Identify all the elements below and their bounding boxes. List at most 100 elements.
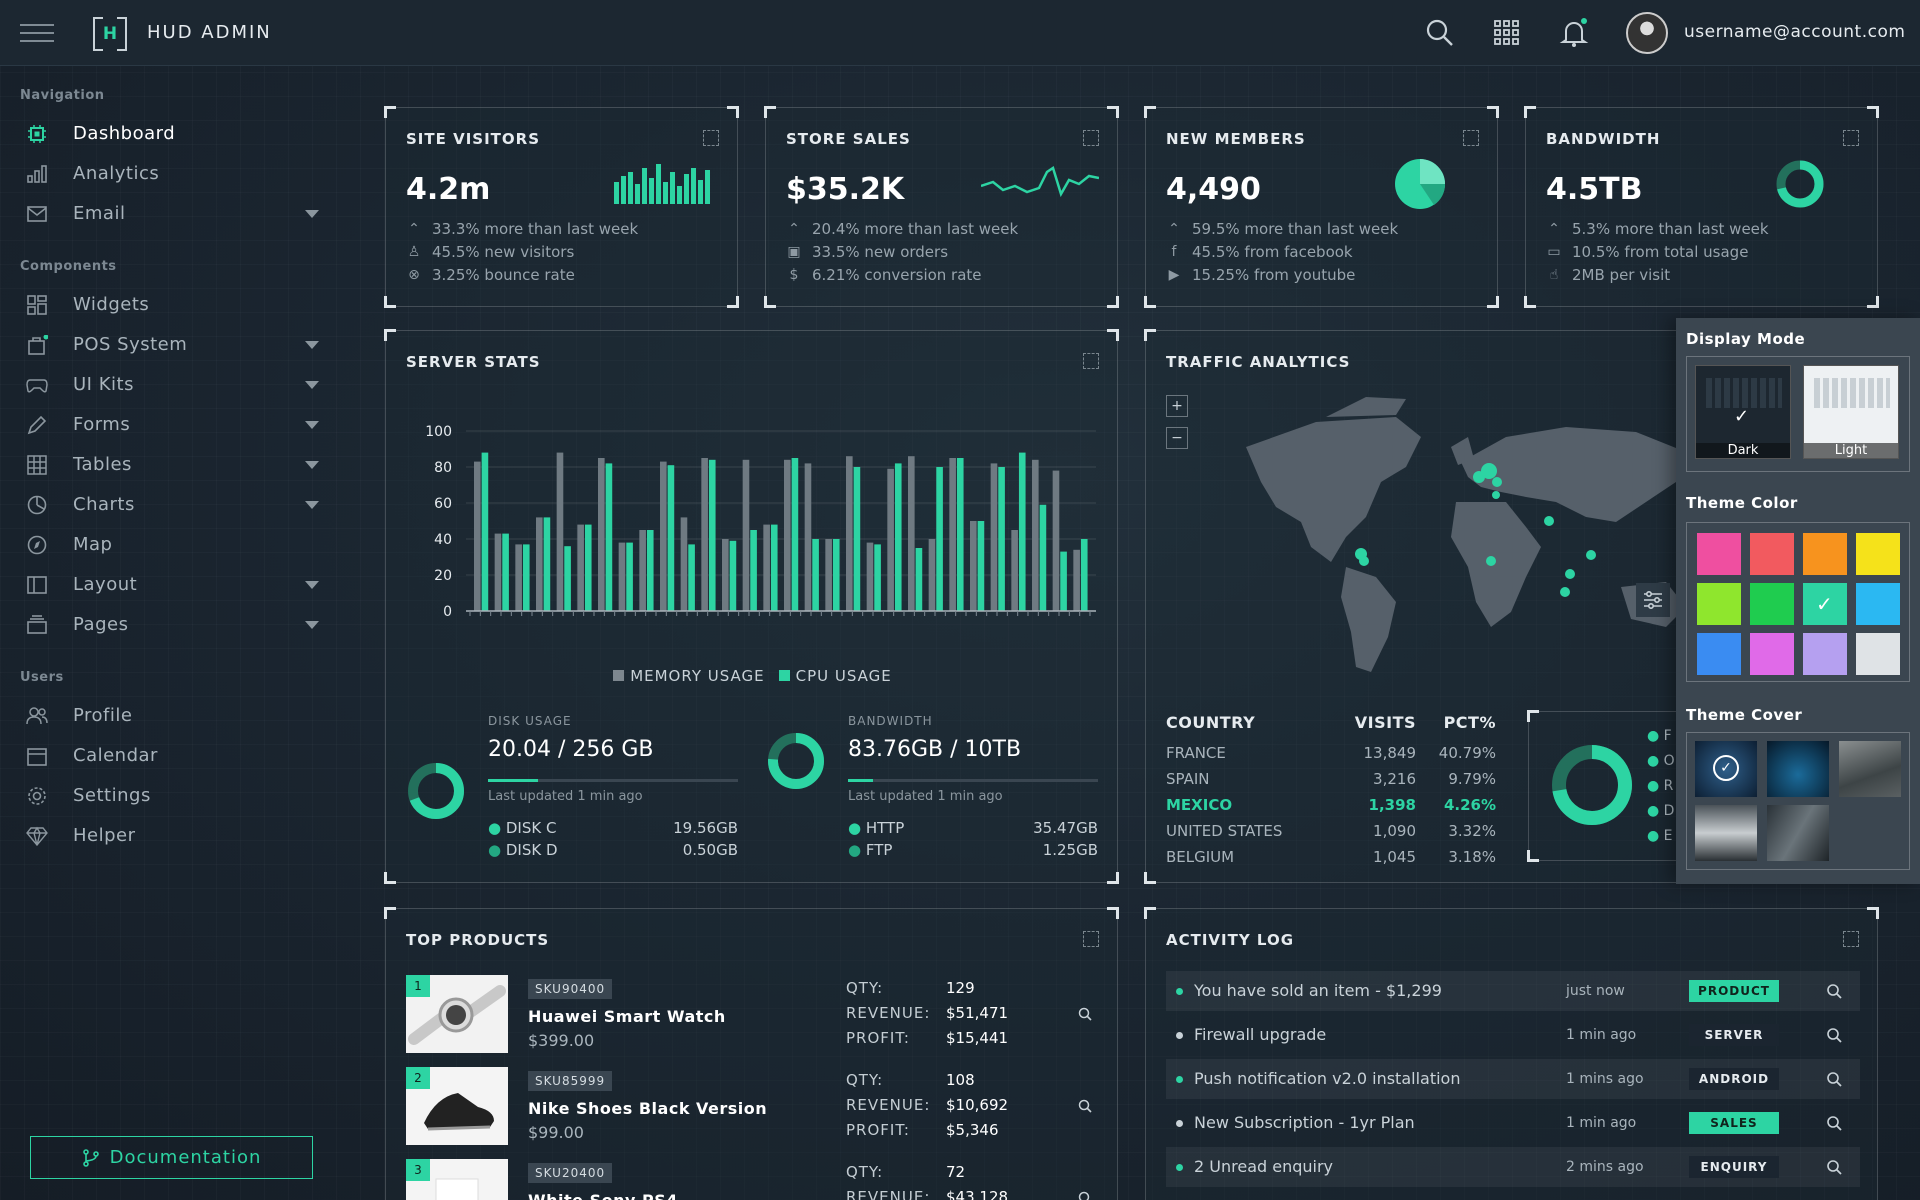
memory-bar[interactable] (515, 544, 522, 611)
cpu-bar[interactable] (812, 539, 819, 611)
sidebar-item-pages[interactable]: Pages (0, 607, 340, 643)
cpu-bar[interactable] (853, 467, 861, 611)
cpu-bar[interactable] (998, 467, 1005, 611)
theme-color-swatch[interactable] (1803, 533, 1847, 575)
chevron-down-icon[interactable] (305, 621, 319, 629)
cpu-bar[interactable] (646, 530, 654, 611)
memory-bar[interactable] (949, 458, 956, 611)
theme-color-swatch[interactable] (1697, 533, 1741, 575)
theme-color-swatch[interactable] (1697, 633, 1741, 675)
activity-item[interactable]: 2 Unread enquiry 2 mins ago ENQUIRY (1166, 1147, 1860, 1187)
sidebar-item-profile[interactable]: Profile (0, 698, 340, 734)
cpu-bar[interactable] (915, 548, 923, 611)
documentation-button[interactable]: Documentation (30, 1136, 313, 1179)
apps-grid-icon[interactable] (1492, 18, 1522, 48)
theme-color-swatch[interactable] (1856, 633, 1900, 675)
username[interactable]: username@account.com (1684, 22, 1906, 42)
search-icon[interactable] (1826, 1115, 1842, 1131)
bell-icon[interactable] (1559, 18, 1589, 48)
cover-option[interactable] (1695, 805, 1757, 861)
table-row[interactable]: SPAIN 3,216 9.79% (1166, 766, 1496, 792)
cpu-bar[interactable] (564, 546, 571, 611)
activity-item[interactable]: Firewall upgrade 1 min ago SERVER (1166, 1015, 1860, 1055)
memory-bar[interactable] (474, 461, 481, 611)
cpu-bar[interactable] (791, 458, 799, 611)
cpu-bar[interactable] (936, 467, 943, 611)
memory-bar[interactable] (928, 539, 936, 611)
sidebar-item-helper[interactable]: Helper (0, 818, 340, 854)
cpu-bar[interactable] (1039, 504, 1047, 611)
zoom-out-button[interactable]: − (1166, 427, 1188, 449)
memory-bar[interactable] (763, 524, 770, 611)
cpu-bar[interactable] (522, 544, 530, 611)
sidebar-item-settings[interactable]: Settings (0, 778, 340, 814)
cpu-bar[interactable] (977, 521, 985, 611)
chevron-down-icon[interactable] (305, 501, 319, 509)
table-row[interactable]: FRANCE 13,849 40.79% (1166, 740, 1496, 766)
menu-toggle-icon[interactable] (20, 24, 54, 42)
cpu-bar[interactable] (1080, 539, 1088, 611)
cpu-bar[interactable] (750, 530, 757, 611)
expand-icon[interactable] (1463, 130, 1479, 146)
theme-color-swatch[interactable] (1697, 583, 1741, 625)
cpu-bar[interactable] (708, 459, 716, 611)
memory-bar[interactable] (494, 533, 502, 611)
memory-bar[interactable] (660, 461, 667, 611)
table-row[interactable]: MEXICO 1,398 4.26% (1166, 792, 1496, 818)
activity-item[interactable]: New Subscription - 1yr Plan 1 min ago SALE… (1166, 1103, 1860, 1143)
search-icon[interactable] (1078, 1099, 1092, 1113)
chevron-down-icon[interactable] (305, 421, 319, 429)
memory-bar[interactable] (990, 463, 998, 611)
memory-bar[interactable] (598, 458, 605, 611)
search-icon[interactable] (1078, 1007, 1092, 1021)
memory-bar[interactable] (680, 517, 688, 611)
memory-bar[interactable] (908, 456, 915, 611)
memory-bar[interactable] (970, 521, 977, 611)
chevron-down-icon[interactable] (305, 461, 319, 469)
memory-bar[interactable] (1052, 470, 1060, 611)
sidebar-item-analytics[interactable]: Analytics (0, 156, 340, 192)
activity-item[interactable]: Push notification v2.0 installation 1 min… (1166, 1059, 1860, 1099)
memory-bar[interactable] (701, 458, 708, 611)
sidebar-item-pos-system[interactable]: POS System (0, 327, 340, 363)
theme-color-swatch[interactable]: ✓ (1803, 583, 1847, 625)
expand-icon[interactable] (1083, 353, 1099, 369)
memory-bar[interactable] (825, 539, 832, 611)
search-icon[interactable] (1826, 1071, 1842, 1087)
memory-bar[interactable] (1073, 549, 1080, 611)
sidebar-item-calendar[interactable]: Calendar (0, 738, 340, 774)
legend-memory[interactable]: MEMORY USAGE (613, 667, 764, 685)
product-item[interactable]: 2 SKU85999 Nike Shoes Black Version $99.00 Q… (406, 1067, 1106, 1147)
memory-bar[interactable] (722, 539, 729, 611)
cpu-bar[interactable] (770, 524, 778, 611)
sidebar-item-layout[interactable]: Layout (0, 567, 340, 603)
mode-dark[interactable]: ✓ Dark (1695, 365, 1791, 459)
memory-bar[interactable] (536, 517, 543, 611)
memory-bar[interactable] (639, 530, 646, 611)
expand-icon[interactable] (703, 130, 719, 146)
cpu-bar[interactable] (894, 463, 902, 611)
sidebar-item-charts[interactable]: Charts (0, 487, 340, 523)
cpu-bar[interactable] (584, 524, 592, 611)
search-icon[interactable] (1425, 18, 1455, 48)
cover-option[interactable]: ✓ (1695, 741, 1757, 797)
sidebar-item-widgets[interactable]: Widgets (0, 287, 340, 323)
cover-option[interactable] (1839, 741, 1901, 797)
cpu-bar[interactable] (481, 452, 489, 611)
sidebar-item-tables[interactable]: Tables (0, 447, 340, 483)
sidebar-item-email[interactable]: Email (0, 196, 340, 232)
cpu-bar[interactable] (956, 458, 964, 611)
cpu-bar[interactable] (832, 539, 840, 611)
search-icon[interactable] (1078, 1191, 1092, 1200)
memory-bar[interactable] (618, 542, 626, 611)
memory-bar[interactable] (846, 456, 853, 611)
search-icon[interactable] (1826, 1159, 1842, 1175)
theme-color-swatch[interactable] (1750, 633, 1794, 675)
chevron-down-icon[interactable] (305, 581, 319, 589)
sidebar-item-ui-kits[interactable]: UI Kits (0, 367, 340, 403)
search-icon[interactable] (1826, 1027, 1842, 1043)
sidebar-item-forms[interactable]: Forms (0, 407, 340, 443)
memory-bar[interactable] (556, 452, 564, 611)
theme-color-swatch[interactable] (1856, 533, 1900, 575)
avatar[interactable] (1626, 12, 1668, 54)
